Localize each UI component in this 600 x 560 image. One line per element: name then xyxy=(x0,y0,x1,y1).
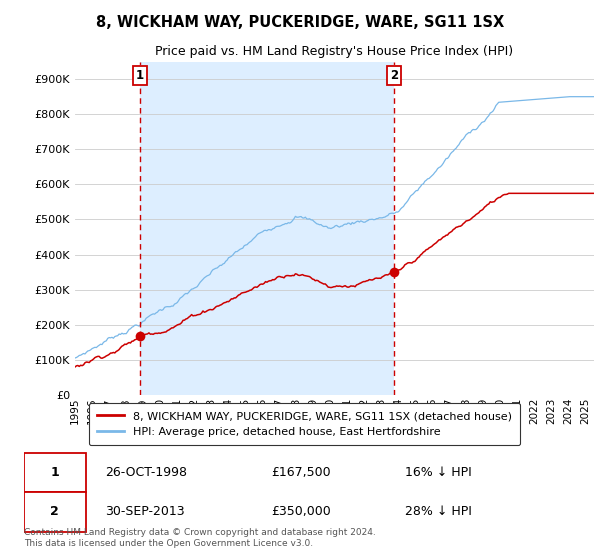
Text: 2: 2 xyxy=(50,505,59,518)
Text: 1: 1 xyxy=(136,69,144,82)
Text: 16% ↓ HPI: 16% ↓ HPI xyxy=(406,466,472,479)
Text: £167,500: £167,500 xyxy=(271,466,331,479)
Text: £350,000: £350,000 xyxy=(271,505,331,518)
Text: 30-SEP-2013: 30-SEP-2013 xyxy=(106,505,185,518)
Text: 1: 1 xyxy=(50,466,59,479)
Bar xyxy=(140,62,394,395)
Title: Price paid vs. HM Land Registry's House Price Index (HPI): Price paid vs. HM Land Registry's House … xyxy=(155,45,514,58)
Legend: 8, WICKHAM WAY, PUCKERIDGE, WARE, SG11 1SX (detached house), HPI: Average price,: 8, WICKHAM WAY, PUCKERIDGE, WARE, SG11 1… xyxy=(89,403,520,445)
Text: 2: 2 xyxy=(390,69,398,82)
Text: Contains HM Land Registry data © Crown copyright and database right 2024.
This d: Contains HM Land Registry data © Crown c… xyxy=(24,528,376,548)
FancyBboxPatch shape xyxy=(24,492,86,531)
Text: 28% ↓ HPI: 28% ↓ HPI xyxy=(406,505,472,518)
Text: 8, WICKHAM WAY, PUCKERIDGE, WARE, SG11 1SX: 8, WICKHAM WAY, PUCKERIDGE, WARE, SG11 1… xyxy=(96,15,504,30)
Text: 26-OCT-1998: 26-OCT-1998 xyxy=(106,466,187,479)
FancyBboxPatch shape xyxy=(24,452,86,492)
